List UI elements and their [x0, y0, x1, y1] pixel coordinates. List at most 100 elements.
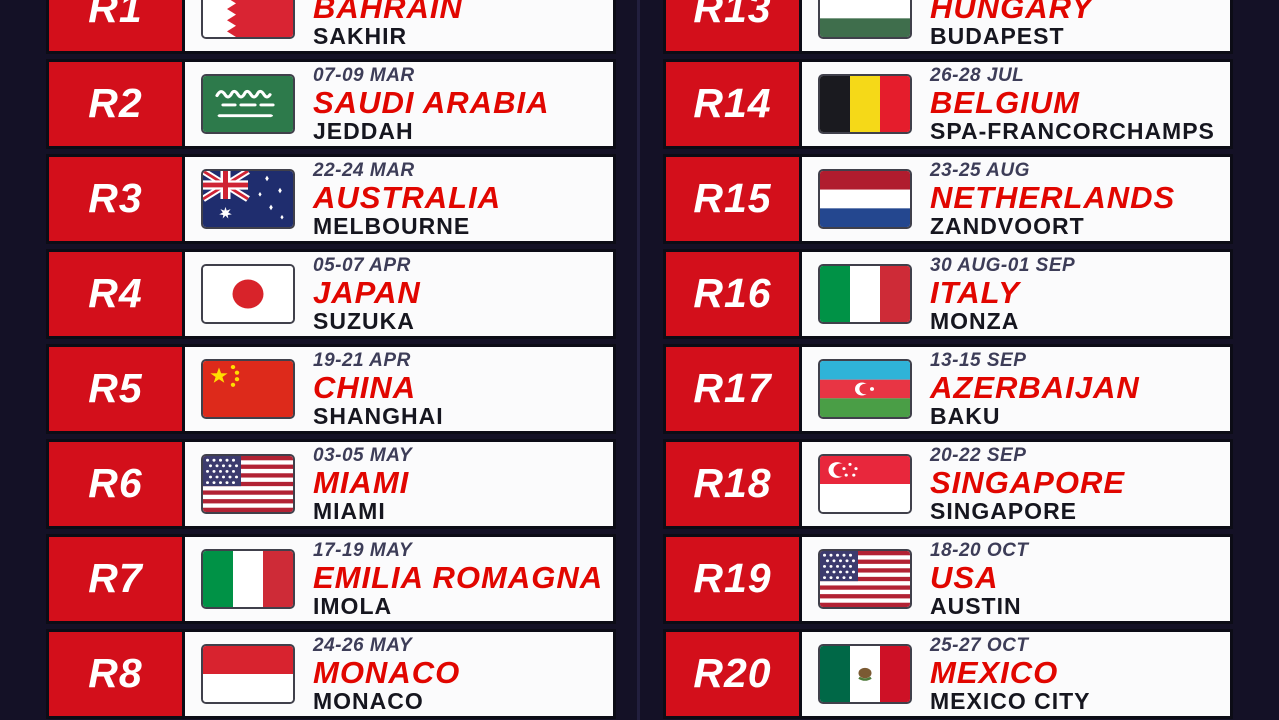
race-info: 24-26 MAY MONACO MONACO — [185, 632, 613, 716]
race-country: MONACO — [313, 654, 461, 690]
race-date: 23-25 AUG — [930, 159, 1030, 181]
race-row: R8 24-26 MAY MONACO MONACO — [46, 629, 616, 719]
race-texts: 22-24 MAR AUSTRALIA MELBOURNE — [313, 160, 501, 239]
round-number: R3 — [88, 174, 143, 221]
round-badge: R14 — [666, 62, 802, 146]
race-date: 26-28 JUL — [930, 64, 1025, 86]
race-info: 05-07 APR JAPAN SUZUKA — [185, 252, 613, 336]
round-badge: R16 — [666, 252, 802, 336]
race-date: 19-21 APR — [313, 349, 411, 371]
race-info: 18-20 OCT USA AUSTIN — [802, 537, 1230, 621]
race-country: SINGAPORE — [930, 464, 1126, 500]
race-info: HUNGARY BUDAPEST — [802, 0, 1230, 51]
race-texts: 23-25 AUG NETHERLANDS ZANDVOORT — [930, 160, 1175, 239]
race-info: 17-19 MAY EMILIA ROMAGNA IMOLA — [185, 537, 613, 621]
bahrain-flag-icon — [201, 0, 295, 39]
round-number: R1 — [88, 0, 143, 31]
race-date: 17-19 MAY — [313, 539, 413, 561]
race-info: 30 AUG-01 SEP ITALY MONZA — [802, 252, 1230, 336]
round-badge: R6 — [49, 442, 185, 526]
round-number: R7 — [88, 554, 143, 601]
race-info: 22-24 MAR AUSTRALIA MELBOURNE — [185, 157, 613, 241]
race-country: CHINA — [313, 369, 417, 405]
race-row: R13 HUNGARY BUDAPEST — [663, 0, 1233, 54]
round-badge: R18 — [666, 442, 802, 526]
calendar-column-left: R1 BAHRAIN SAKHIR R2 07-09 MAR SAUDI ARA… — [46, 0, 616, 720]
round-badge: R17 — [666, 347, 802, 431]
race-city: IMOLA — [313, 592, 393, 619]
race-country: HUNGARY — [930, 0, 1094, 25]
round-number: R20 — [693, 649, 772, 696]
race-city: SUZUKA — [313, 307, 415, 334]
round-badge: R8 — [49, 632, 185, 716]
race-date: 03-05 MAY — [313, 444, 413, 466]
race-date: 18-20 OCT — [930, 539, 1029, 561]
race-city: MONZA — [930, 307, 1020, 334]
belgium-flag-icon — [818, 74, 912, 134]
mexico-flag-icon — [818, 644, 912, 704]
round-number: R19 — [693, 554, 772, 601]
race-row: R4 05-07 APR JAPAN SUZUKA — [46, 249, 616, 339]
italy-flag-icon — [818, 264, 912, 324]
race-texts: 18-20 OCT USA AUSTIN — [930, 540, 1028, 619]
race-country: AZERBAIJAN — [930, 369, 1140, 405]
round-badge: R5 — [49, 347, 185, 431]
race-date: 05-07 APR — [313, 254, 411, 276]
race-city: MELBOURNE — [313, 212, 471, 239]
race-date: 25-27 OCT — [930, 634, 1029, 656]
race-texts: 25-27 OCT MEXICO MEXICO CITY — [930, 635, 1091, 714]
race-info: 20-22 SEP SINGAPORE SINGAPORE — [802, 442, 1230, 526]
race-texts: 24-26 MAY MONACO MONACO — [313, 635, 460, 714]
round-number: R5 — [88, 364, 143, 411]
race-country: MIAMI — [313, 464, 410, 500]
round-number: R17 — [693, 364, 772, 411]
race-city: SPA-FRANCORCHAMPS — [930, 117, 1215, 144]
race-info: 07-09 MAR SAUDI ARABIA JEDDAH — [185, 62, 613, 146]
round-badge: R7 — [49, 537, 185, 621]
race-info: BAHRAIN SAKHIR — [185, 0, 613, 51]
race-date: 30 AUG-01 SEP — [930, 254, 1076, 276]
race-city: SHANGHAI — [313, 402, 444, 429]
round-number: R14 — [693, 79, 772, 126]
round-number: R13 — [693, 0, 772, 31]
china-flag-icon — [201, 359, 295, 419]
round-badge: R13 — [666, 0, 802, 51]
race-date: 13-15 SEP — [930, 349, 1027, 371]
race-info: 25-27 OCT MEXICO MEXICO CITY — [802, 632, 1230, 716]
race-texts: 26-28 JUL BELGIUM SPA-FRANCORCHAMPS — [930, 65, 1215, 144]
singapore-flag-icon — [818, 454, 912, 514]
race-row: R20 25-27 OCT MEXICO MEXICO CITY — [663, 629, 1233, 719]
race-city: SINGAPORE — [930, 497, 1078, 524]
race-country: JAPAN — [313, 274, 421, 310]
race-country: NETHERLANDS — [930, 179, 1176, 215]
race-date: 07-09 MAR — [313, 64, 415, 86]
japan-flag-icon — [201, 264, 295, 324]
race-texts: 03-05 MAY MIAMI MIAMI — [313, 445, 412, 524]
round-number: R6 — [88, 459, 143, 506]
race-country: BELGIUM — [930, 84, 1080, 120]
race-row: R7 17-19 MAY EMILIA ROMAGNA IMOLA — [46, 534, 616, 624]
race-city: BAKU — [930, 402, 1001, 429]
saudi-arabia-flag-icon — [201, 74, 295, 134]
netherlands-flag-icon — [818, 169, 912, 229]
race-city: JEDDAH — [313, 117, 414, 144]
race-country: ITALY — [930, 274, 1020, 310]
race-city: BUDAPEST — [930, 22, 1065, 49]
race-city: ZANDVOORT — [930, 212, 1085, 239]
round-badge: R2 — [49, 62, 185, 146]
round-number: R15 — [693, 174, 772, 221]
race-texts: 07-09 MAR SAUDI ARABIA JEDDAH — [313, 65, 549, 144]
race-row: R2 07-09 MAR SAUDI ARABIA JEDDAH — [46, 59, 616, 149]
race-info: 23-25 AUG NETHERLANDS ZANDVOORT — [802, 157, 1230, 241]
race-row: R6 03-05 MAY MIAMI MIAMI — [46, 439, 616, 529]
round-badge: R1 — [49, 0, 185, 51]
race-texts: 20-22 SEP SINGAPORE SINGAPORE — [930, 445, 1125, 524]
usa-flag-icon — [818, 549, 912, 609]
round-number: R16 — [693, 269, 772, 316]
center-seam-divider — [637, 0, 640, 720]
race-city: MIAMI — [313, 497, 386, 524]
race-texts: 30 AUG-01 SEP ITALY MONZA — [930, 255, 1075, 334]
race-info: 26-28 JUL BELGIUM SPA-FRANCORCHAMPS — [802, 62, 1230, 146]
usa-flag-icon — [201, 454, 295, 514]
round-number: R8 — [88, 649, 143, 696]
